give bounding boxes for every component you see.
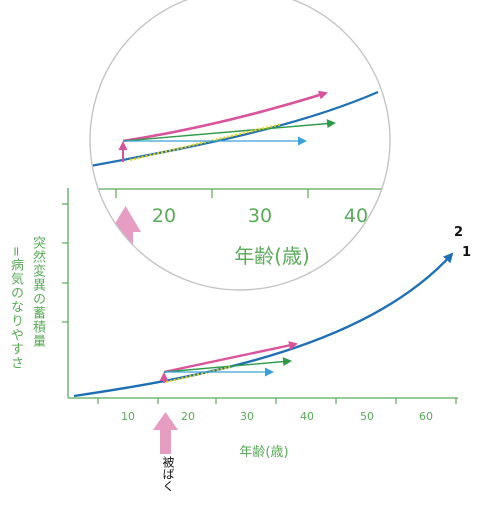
x-axis-ticks: [97, 398, 457, 404]
zoom-tick-20: 20: [152, 205, 176, 227]
zoom-circle-border: [89, 0, 391, 291]
zoom-x-ticks: [115, 189, 309, 198]
x-axis-label: 年齢(歳): [239, 445, 288, 460]
green-arrow: [163, 357, 292, 373]
x-tick-10: 10: [121, 410, 135, 423]
y-axis-ticks: [62, 203, 68, 323]
x-tick-60: 60: [419, 410, 433, 423]
zoom-circle-background: [90, 0, 390, 290]
curve-label-2: 2: [454, 225, 463, 240]
exposure-arrow: [153, 412, 178, 454]
zoom-pink-arrow: [122, 90, 328, 143]
y-axis-label-line1: 突然変異の蓄積量: [30, 236, 45, 348]
pink-arrow: [163, 341, 298, 374]
y-axis-label-line2: =病気のなりやすさ: [8, 246, 23, 370]
zoom-inset: 20 30 40 年齢(歳): [89, 0, 391, 291]
zoom-tick-30: 30: [248, 205, 272, 227]
x-tick-50: 50: [360, 410, 374, 423]
exposure-label: 被ばく: [161, 456, 175, 492]
zoom-tick-40: 40: [344, 205, 368, 227]
zoom-curve: [90, 90, 379, 168]
x-tick-40: 40: [300, 410, 314, 423]
yellow-dotted-line: [165, 366, 231, 383]
zoom-green-arrow: [122, 119, 336, 142]
mutation-curve: [73, 252, 454, 398]
x-tick-30: 30: [240, 410, 254, 423]
zoom-x-axis-label: 年齢(歳): [234, 244, 310, 268]
main-exposure-arrows: [159, 341, 298, 383]
x-tick-labels: 10 20 30 40 50 60: [121, 410, 433, 423]
curve-label-1: 1: [462, 245, 471, 260]
x-tick-20: 20: [181, 410, 195, 423]
